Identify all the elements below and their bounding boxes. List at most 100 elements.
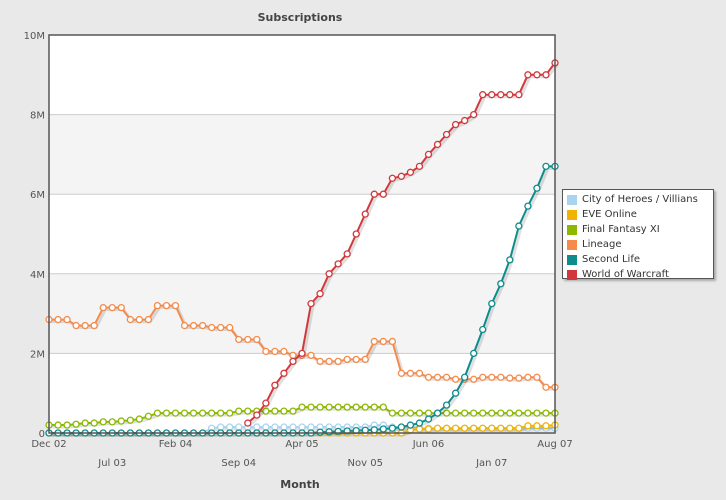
data-point [180,409,189,417]
data-point [497,409,505,417]
data-point [515,374,523,382]
data-point [90,321,98,330]
legend-swatch [567,224,577,235]
data-point [334,260,342,268]
data-point [379,403,387,411]
legend-swatch [567,239,577,250]
data-point [433,424,442,432]
data-point [424,373,433,381]
data-point [298,349,306,358]
data-point [352,230,360,238]
data-point [316,403,324,411]
data-point [54,421,62,429]
data-point [180,321,189,330]
legend-item[interactable]: EVE Online [563,207,713,222]
data-point [334,403,342,411]
y-tick-label: 6M [30,190,45,201]
data-point [479,409,487,417]
data-point [479,325,487,334]
data-point [352,355,360,364]
data-point [379,425,387,433]
data-point [433,140,442,149]
data-point [81,321,89,330]
legend-label: EVE Online [582,209,637,220]
data-point [262,407,270,415]
legend-label: Lineage [582,239,622,250]
data-point [388,174,397,182]
data-point [271,423,279,431]
data-point [379,337,387,346]
data-point [298,403,306,411]
data-point [488,409,496,417]
data-point [262,399,270,407]
data-point [397,423,406,431]
data-point [280,423,288,431]
legend-item[interactable]: Second Life [563,252,713,267]
data-point [424,409,433,417]
x-tick-label: Feb 04 [159,439,193,450]
data-point [442,424,451,432]
x-tick-label: Nov 05 [348,458,383,469]
data-point [361,355,369,364]
x-tick-label: Dec 02 [31,439,66,450]
data-point [289,407,297,415]
data-point [153,301,162,310]
legend-item[interactable]: World of Warcraft [563,267,713,282]
data-point [316,290,324,298]
data-point [126,416,134,424]
data-point [406,409,415,417]
legend-item[interactable]: Lineage [563,237,713,252]
data-point [470,375,478,383]
data-point [488,299,496,308]
data-point [424,425,433,433]
data-point [135,315,144,324]
data-point [515,222,523,230]
data-point [117,303,125,312]
legend-item[interactable]: Final Fantasy XI [563,222,713,237]
data-point [135,415,144,423]
data-point [542,162,550,170]
data-point [470,349,478,358]
data-point [217,323,225,332]
data-point [424,415,433,423]
data-point [415,369,424,377]
data-point [162,301,171,310]
data-point [63,421,71,429]
data-point [397,369,406,377]
data-point [388,409,397,417]
data-point [542,409,550,417]
data-point [72,321,80,330]
data-point [524,422,532,430]
data-point [524,202,532,210]
data-point [271,381,279,389]
data-point [451,409,460,417]
data-point [415,162,424,170]
data-point [235,335,243,344]
data-point [54,315,62,324]
data-point [524,409,532,417]
data-point [289,423,297,431]
data-point [244,407,252,415]
x-tick-label: Sep 04 [221,458,256,469]
data-point [280,407,288,415]
data-point [144,412,153,420]
y-tick-label: 4M [30,270,45,281]
data-point [90,419,98,427]
data-point [406,168,415,176]
data-point [153,409,162,417]
data-point [99,303,107,312]
data-point [262,423,270,431]
data-point [361,403,369,411]
legend-item[interactable]: City of Heroes / Villians [563,192,713,207]
data-point [397,409,406,417]
plot-border [48,34,556,434]
data-point [298,423,306,431]
y-tick-label: 8M [30,111,45,122]
data-point [506,409,514,417]
data-point [235,423,243,431]
data-point [515,409,523,417]
data-point [460,409,469,417]
data-point [108,418,116,426]
data-point [533,373,541,381]
